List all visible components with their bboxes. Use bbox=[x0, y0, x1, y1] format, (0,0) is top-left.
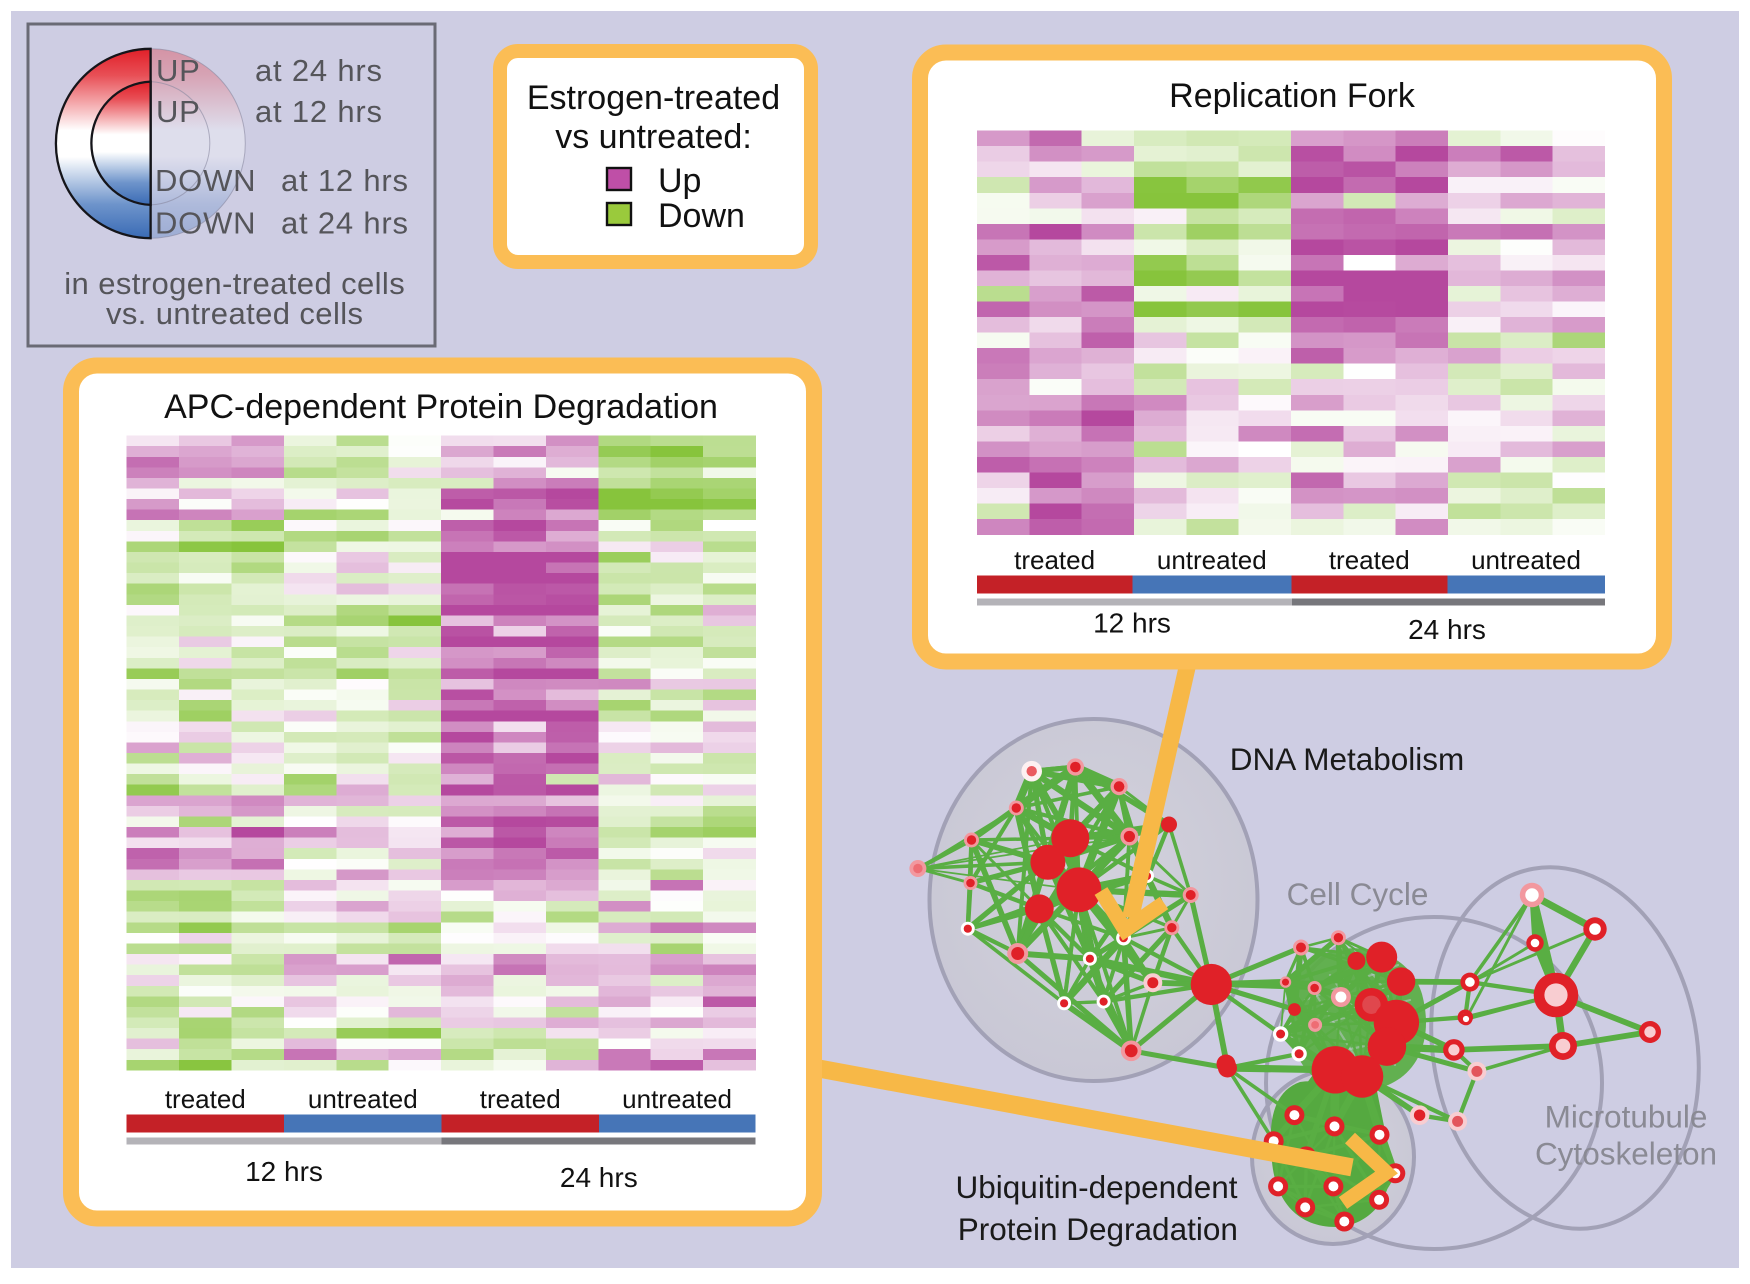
svg-text:Cytoskeleton: Cytoskeleton bbox=[1535, 1136, 1717, 1172]
svg-text:Estrogen-treated: Estrogen-treated bbox=[527, 79, 780, 117]
svg-text:untreated: untreated bbox=[308, 1084, 418, 1114]
svg-text:Replication Fork: Replication Fork bbox=[1169, 77, 1416, 115]
svg-text:vs untreated:: vs untreated: bbox=[555, 118, 752, 156]
svg-text:Down: Down bbox=[658, 197, 745, 235]
svg-text:untreated: untreated bbox=[1157, 545, 1267, 575]
svg-text:Cell Cycle: Cell Cycle bbox=[1287, 876, 1429, 912]
svg-text:Up: Up bbox=[658, 162, 701, 200]
svg-text:12 hrs: 12 hrs bbox=[245, 1156, 323, 1187]
svg-text:DOWN: DOWN bbox=[155, 206, 256, 241]
svg-text:24 hrs: 24 hrs bbox=[1408, 614, 1486, 645]
svg-text:12 hrs: 12 hrs bbox=[1093, 608, 1171, 639]
svg-text:at 12 hrs: at 12 hrs bbox=[281, 163, 409, 198]
svg-text:untreated: untreated bbox=[622, 1084, 732, 1114]
svg-text:DOWN: DOWN bbox=[155, 163, 256, 198]
svg-text:APC-dependent Protein Degradat: APC-dependent Protein Degradation bbox=[164, 388, 718, 426]
svg-text:treated: treated bbox=[1014, 545, 1095, 575]
svg-text:treated: treated bbox=[165, 1084, 246, 1114]
svg-text:24 hrs: 24 hrs bbox=[560, 1162, 638, 1193]
svg-text:UP: UP bbox=[156, 94, 201, 129]
svg-text:DNA Metabolism: DNA Metabolism bbox=[1230, 741, 1465, 777]
svg-text:at 24 hrs: at 24 hrs bbox=[255, 53, 383, 88]
svg-text:treated: treated bbox=[1329, 545, 1410, 575]
svg-text:Microtubule: Microtubule bbox=[1545, 1099, 1708, 1135]
svg-text:Protein Degradation: Protein Degradation bbox=[958, 1211, 1238, 1247]
svg-text:vs. untreated cells: vs. untreated cells bbox=[106, 296, 363, 331]
svg-text:Ubiquitin-dependent: Ubiquitin-dependent bbox=[956, 1169, 1238, 1205]
svg-text:treated: treated bbox=[480, 1084, 561, 1114]
svg-text:at 24 hrs: at 24 hrs bbox=[281, 206, 409, 241]
svg-text:untreated: untreated bbox=[1471, 545, 1581, 575]
svg-text:UP: UP bbox=[156, 53, 201, 88]
svg-text:at 12 hrs: at 12 hrs bbox=[255, 94, 383, 129]
